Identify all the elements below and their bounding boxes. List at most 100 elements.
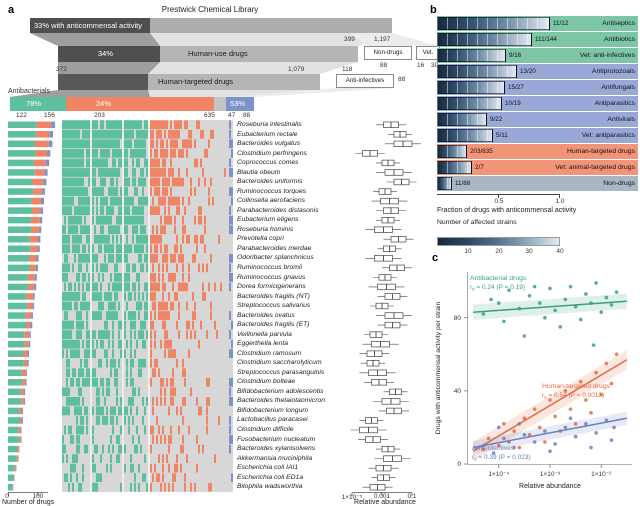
svg-text:1×10⁻²: 1×10⁻² — [591, 471, 612, 478]
strain-name: Ruminococcus bromii — [237, 263, 302, 271]
drugs-axis-title: Number of drugs — [2, 499, 55, 506]
fraction-axis-title: Fraction of drugs with anticommensal act… — [437, 207, 577, 214]
series-stats: rs = 0.39 (P = 0.023) — [472, 454, 531, 463]
antibacterials-pct: 78% — [26, 99, 42, 108]
fraction-value: 13/20 — [520, 68, 536, 75]
fraction-value: 10/19 — [505, 100, 521, 107]
scatter-series: Anti-infectives rs = 0.39 (P = 0.023) — [472, 411, 628, 463]
non-drugs-count: 88 — [380, 62, 388, 69]
strain-name: Clostridium saccharolyticum — [237, 359, 322, 367]
count-47: 47 — [228, 112, 236, 119]
abundance-tick-1e-5: 1×10⁻⁵ — [341, 494, 363, 501]
category-label: Vet: anti-infectives — [579, 52, 635, 59]
category-row: 9/16 Vet: anti-infectives — [437, 48, 638, 63]
fraction-tick-05 — [498, 194, 499, 198]
strain-name: Clostridium bolteae — [237, 378, 296, 386]
series-label: Anti-infectives — [472, 445, 515, 452]
antibacterials-bar: 78% — [10, 97, 66, 111]
strain-name: Parabacteroides distasonis — [237, 206, 319, 214]
anti-infectives-total: 88 — [398, 76, 406, 83]
category-row: 9/22 Antivirals — [437, 112, 638, 127]
panel-b: 11/12 Antiseptics 111/144 Antibiotics 9/16 Ve… — [430, 8, 640, 258]
sankey-flow-connectors — [10, 33, 438, 97]
category-row: 111/144 Antibiotics — [437, 32, 638, 47]
fraction-value: 203/835 — [470, 148, 493, 155]
sankey-title: Prestwick Chemical Library — [161, 5, 259, 14]
strain-name: Escherichia coli IAI1 — [237, 464, 299, 472]
human-targeted-hit-bar: 24% — [66, 97, 214, 111]
drugs-axis-tick-0: 0 — [5, 493, 9, 500]
fraction-bar — [437, 33, 532, 46]
fraction-value: 9/22 — [490, 116, 503, 123]
strain-name: Fusobacterium nucleatum — [237, 435, 316, 443]
category-row: 203/835 Human-targeted drugs — [437, 144, 638, 159]
strain-name: Streptococcus parasanguinis — [237, 368, 325, 376]
category-row: 13/20 Antiprotozoals — [437, 64, 638, 79]
strain-name: Escherichia coli ED1a — [237, 473, 304, 481]
strain-name: Ruminococcus gnavus — [237, 273, 306, 281]
correlation-scatter-plot: 0 40 80 1×10⁻⁴ 1×10⁻³ 1×10⁻² Relative abundanc… — [435, 272, 632, 490]
category-label: Vet: animal-targeted drugs — [555, 164, 635, 171]
sankey-human-use-bar: 34% Human-use drugs — [58, 46, 358, 62]
fraction-value: 111/144 — [535, 36, 557, 43]
strain-name: Veillonella parvula — [237, 330, 292, 338]
count-203: 203 — [94, 112, 105, 119]
strain-heatmap — [8, 120, 233, 496]
abundance-tick-0.1: 0.1 — [407, 493, 417, 500]
vet-anti-infective-count: 16 — [417, 62, 425, 69]
scatter-xlabel: Relative abundance — [519, 483, 581, 490]
colorbar-tick-20: 20 — [495, 248, 503, 255]
drugs-axis-tick-100: 100 — [32, 493, 44, 500]
fraction-value: 11/12 — [553, 20, 569, 27]
drug-count-axis — [8, 492, 48, 496]
strain-name-list: Roseburia intestinalis Eubacterium rectal… — [237, 120, 350, 492]
strain-name: Bacteroides fragilis (ET) — [237, 321, 310, 329]
strain-name: Bacteroides ovatus — [237, 311, 295, 319]
strain-name: Roseburia hominis — [237, 225, 294, 233]
anti-infectives-box: Anti-infectives — [336, 74, 394, 88]
series-stats: rs = 0.24 (P = 0.19) — [470, 284, 525, 293]
category-label: Antiparasitics — [594, 100, 635, 107]
strain-name: Bacteroides uniformis — [237, 178, 303, 186]
strain-name: Dorea formicigenerans — [237, 283, 306, 291]
legend-title: Number of affected strains — [437, 219, 517, 226]
strain-name: Prevotella copri — [237, 235, 284, 243]
human-use-active-count: 399 — [344, 36, 355, 43]
anti-infectives-pct: 53% — [230, 99, 246, 108]
series-label: Human-targeted drugs — [542, 383, 611, 390]
category-row: 11/88 Non-drugs — [437, 176, 638, 191]
category-label: Antiseptics — [602, 20, 635, 27]
human-targeted-total-count: 1,079 — [288, 66, 305, 73]
svg-text:0: 0 — [457, 461, 461, 468]
strain-name: Akkermansia muciniphila — [237, 454, 313, 462]
strain-name: Clostridium perfringens — [237, 149, 307, 157]
sankey-library-active-segment — [30, 18, 150, 33]
strain-name: Ruminococcus torques — [237, 187, 307, 195]
fraction-bar — [437, 145, 467, 158]
count-635: 635 — [204, 112, 215, 119]
fraction-bar — [437, 81, 505, 94]
sankey-row1-label: 33% with anticommensal activity — [34, 21, 142, 30]
category-label: Human-targeted drugs — [566, 148, 635, 155]
category-label: Non-drugs — [603, 180, 635, 187]
category-row: 15/27 Antifungals — [437, 80, 638, 95]
strain-count-colorbar — [437, 237, 560, 246]
fraction-bar — [437, 113, 487, 126]
human-use-pct: 34% — [98, 49, 114, 58]
human-use-total-count: 1,197 — [374, 36, 391, 43]
anti-infectives-hit-bar: 53% — [226, 97, 254, 111]
strain-name: Bacteroides fragilis (NT) — [237, 292, 310, 300]
colorbar-tick-30: 30 — [525, 248, 533, 255]
boxplot-glyphs — [350, 121, 421, 491]
series-stats: rs = 0.54 (P = 0.0012) — [542, 392, 604, 401]
strain-name: Bilophila wadsworthia — [237, 483, 303, 491]
count-122: 122 — [16, 112, 27, 119]
svg-text:80: 80 — [454, 315, 462, 322]
strain-name: Eggerthella lenta — [237, 340, 289, 348]
fraction-bar — [437, 161, 472, 174]
fraction-value: 15/27 — [508, 84, 524, 91]
strain-name: Bacteroides thetaiotaomicron — [237, 397, 326, 405]
sankey-library-bar: 33% with anticommensal activity — [30, 18, 392, 33]
vet-animal-targeted-count: 30 — [431, 62, 439, 69]
human-targeted-label: Human-targeted drugs — [158, 77, 234, 86]
